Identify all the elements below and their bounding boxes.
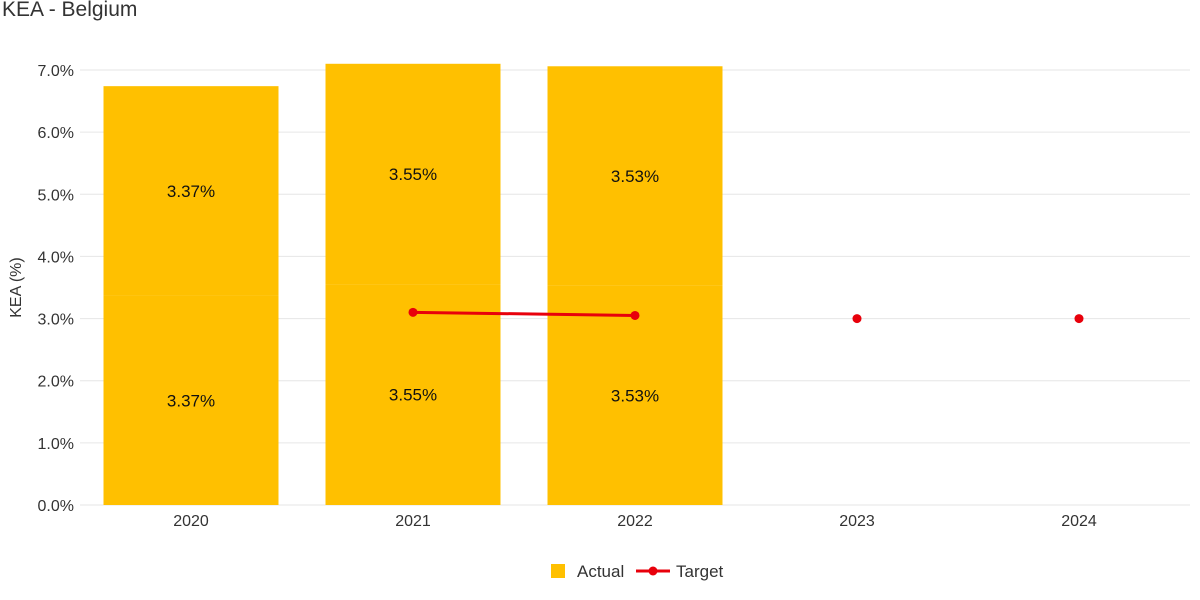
bar-data-label: 3.37%	[167, 391, 215, 410]
target-line	[412, 310, 636, 317]
bar-2021-segment-0	[325, 284, 501, 505]
target-point-2023	[852, 314, 862, 324]
y-tick-label: 0.0%	[38, 498, 74, 515]
bar-2022-segment-1	[547, 66, 723, 286]
legend-actual-swatch	[551, 564, 565, 578]
legend-target-label: Target	[676, 562, 724, 581]
y-tick-label: 5.0%	[38, 187, 74, 204]
y-tick-label: 2.0%	[38, 374, 74, 391]
x-tick-label: 2024	[1061, 513, 1097, 530]
bar-data-label: 3.37%	[167, 182, 215, 201]
bar-2020-segment-0	[103, 295, 279, 505]
bar-data-label: 3.55%	[389, 386, 437, 405]
x-tick-label: 2023	[839, 513, 875, 530]
y-axis-title: KEA (%)	[8, 257, 25, 317]
legend: Actual Target	[551, 562, 724, 581]
y-tick-label: 7.0%	[38, 63, 74, 80]
legend-actual-label: Actual	[577, 562, 624, 581]
bar-2020-segment-1	[103, 86, 279, 296]
x-axis-ticks: 2020 2021 2022 2023 2024	[173, 513, 1097, 530]
target-series	[408, 307, 1084, 324]
bars: 3.37% 3.37% 3.55% 3.55% 3.53% 3.53%	[103, 63, 723, 505]
bar-data-label: 3.55%	[389, 165, 437, 184]
x-tick-label: 2020	[173, 513, 209, 530]
chart-title: KEA - Belgium	[2, 0, 138, 21]
target-point-2021	[408, 307, 418, 317]
bar-data-label: 3.53%	[611, 386, 659, 405]
y-tick-label: 6.0%	[38, 125, 74, 142]
y-tick-label: 3.0%	[38, 312, 74, 329]
x-tick-label: 2021	[395, 513, 431, 530]
x-tick-label: 2022	[617, 513, 653, 530]
bar-2021-segment-1	[325, 63, 501, 285]
bar-data-label: 3.53%	[611, 167, 659, 186]
y-tick-label: 4.0%	[38, 249, 74, 266]
bar-2022-segment-0	[547, 285, 723, 505]
target-point-2022	[630, 310, 640, 320]
y-tick-label: 1.0%	[38, 436, 74, 453]
legend-target-marker	[648, 566, 658, 576]
target-point-2024	[1074, 314, 1084, 324]
y-axis-ticks: 0.0% 1.0% 2.0% 3.0% 4.0% 5.0% 6.0% 7.0%	[38, 63, 74, 515]
